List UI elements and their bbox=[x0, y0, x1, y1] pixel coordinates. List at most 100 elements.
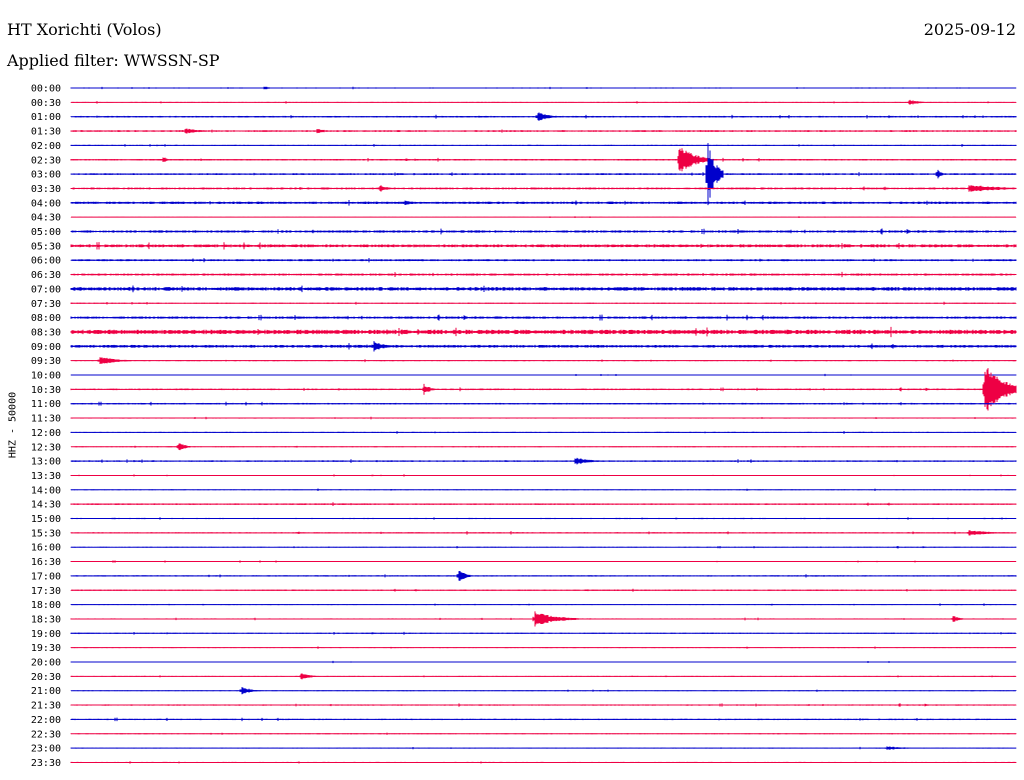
trace-2330 bbox=[70, 761, 1017, 764]
time-label-0730: 07:30 bbox=[31, 299, 61, 310]
time-label-1030: 10:30 bbox=[31, 385, 61, 396]
time-label-0100: 01:00 bbox=[31, 112, 61, 123]
time-label-2230: 22:30 bbox=[31, 729, 61, 740]
seismogram-traces bbox=[70, 86, 1017, 764]
trace-1200 bbox=[70, 430, 1017, 434]
time-label-2130: 21:30 bbox=[31, 701, 61, 712]
time-label-0300: 03:00 bbox=[31, 170, 61, 181]
trace-0600 bbox=[70, 258, 1017, 263]
trace-1100 bbox=[70, 401, 1017, 406]
trace-1830 bbox=[70, 611, 1017, 627]
trace-0130 bbox=[70, 128, 1017, 134]
time-label-2330: 23:30 bbox=[31, 758, 61, 769]
trace-0300 bbox=[70, 143, 1017, 206]
time-label-1500: 15:00 bbox=[31, 514, 61, 525]
time-labels: 00:00 00:30 01:00 01:30 02:00 02:30 03:00 03:30… bbox=[31, 84, 61, 769]
time-label-2000: 20:00 bbox=[31, 658, 61, 669]
trace-0700 bbox=[70, 285, 1017, 293]
trace-1730 bbox=[70, 588, 1017, 592]
time-label-2300: 23:00 bbox=[31, 744, 61, 755]
trace-1400 bbox=[70, 488, 1017, 492]
trace-1330 bbox=[70, 474, 1017, 477]
time-label-2030: 20:30 bbox=[31, 672, 61, 683]
time-label-1730: 17:30 bbox=[31, 586, 61, 597]
trace-2030 bbox=[70, 673, 1017, 680]
time-label-1330: 13:30 bbox=[31, 471, 61, 482]
trace-2130 bbox=[70, 703, 1017, 707]
trace-2100 bbox=[70, 687, 1017, 695]
trace-1930 bbox=[70, 646, 1017, 649]
time-label-0130: 01:30 bbox=[31, 127, 61, 138]
trace-1300 bbox=[70, 457, 1017, 465]
trace-1700 bbox=[70, 570, 1017, 581]
trace-1000 bbox=[70, 373, 1017, 377]
time-label-0500: 05:00 bbox=[31, 227, 61, 238]
time-label-0800: 08:00 bbox=[31, 313, 61, 324]
trace-2000 bbox=[70, 660, 1017, 664]
trace-0800 bbox=[70, 314, 1017, 321]
trace-0930 bbox=[70, 357, 1017, 365]
time-label-1930: 19:30 bbox=[31, 643, 61, 654]
time-label-1600: 16:00 bbox=[31, 543, 61, 554]
trace-1630 bbox=[70, 560, 1017, 563]
trace-1900 bbox=[70, 631, 1017, 635]
time-label-1400: 14:00 bbox=[31, 485, 61, 496]
time-label-0530: 05:30 bbox=[31, 241, 61, 252]
time-label-0330: 03:30 bbox=[31, 184, 61, 195]
time-label-1300: 13:00 bbox=[31, 457, 61, 468]
trace-0430 bbox=[70, 216, 1017, 219]
time-label-1100: 11:00 bbox=[31, 399, 61, 410]
trace-1030 bbox=[70, 368, 1017, 411]
time-label-0830: 08:30 bbox=[31, 327, 61, 338]
time-label-2100: 21:00 bbox=[31, 686, 61, 697]
trace-1500 bbox=[70, 517, 1017, 520]
trace-0000 bbox=[70, 86, 1017, 90]
time-label-0230: 02:30 bbox=[31, 155, 61, 166]
trace-1600 bbox=[70, 545, 1017, 549]
trace-0230 bbox=[70, 148, 1017, 172]
filter-label: Applied filter: WWSSN-SP bbox=[7, 51, 220, 70]
time-label-0700: 07:00 bbox=[31, 284, 61, 295]
time-label-1700: 17:00 bbox=[31, 571, 61, 582]
trace-1800 bbox=[70, 603, 1017, 606]
trace-1230 bbox=[70, 443, 1017, 451]
time-label-1900: 19:00 bbox=[31, 629, 61, 640]
time-label-0400: 04:00 bbox=[31, 198, 61, 209]
time-label-0000: 00:00 bbox=[31, 84, 61, 95]
trace-0630 bbox=[70, 271, 1017, 278]
time-label-0900: 09:00 bbox=[31, 342, 61, 353]
trace-0730 bbox=[70, 301, 1017, 305]
time-label-0200: 02:00 bbox=[31, 141, 61, 152]
time-label-1130: 11:30 bbox=[31, 414, 61, 425]
trace-0900 bbox=[70, 341, 1017, 352]
trace-0500 bbox=[70, 228, 1017, 235]
time-label-1000: 10:00 bbox=[31, 371, 61, 382]
trace-0200 bbox=[70, 143, 1017, 147]
time-label-1430: 14:30 bbox=[31, 500, 61, 511]
trace-0100 bbox=[70, 112, 1017, 121]
time-label-1630: 16:30 bbox=[31, 557, 61, 568]
date-label: 2025-09-12 bbox=[923, 20, 1016, 39]
trace-1130 bbox=[70, 416, 1017, 420]
trace-0530 bbox=[70, 242, 1017, 250]
trace-2300 bbox=[70, 746, 1017, 750]
time-label-0030: 00:30 bbox=[31, 98, 61, 109]
trace-2200 bbox=[70, 717, 1017, 722]
trace-0400 bbox=[70, 199, 1017, 206]
time-label-1230: 12:30 bbox=[31, 442, 61, 453]
trace-1530 bbox=[70, 530, 1017, 536]
time-label-1830: 18:30 bbox=[31, 614, 61, 625]
time-label-1800: 18:00 bbox=[31, 600, 61, 611]
station-title: HT Xorichti (Volos) bbox=[7, 20, 162, 39]
time-label-0630: 06:30 bbox=[31, 270, 61, 281]
time-label-1530: 15:30 bbox=[31, 528, 61, 539]
trace-0030 bbox=[70, 99, 1017, 105]
time-label-1200: 12:00 bbox=[31, 428, 61, 439]
trace-0330 bbox=[70, 185, 1017, 192]
trace-2230 bbox=[70, 732, 1017, 735]
time-label-2200: 22:00 bbox=[31, 715, 61, 726]
time-label-0930: 09:30 bbox=[31, 356, 61, 367]
trace-0830 bbox=[70, 326, 1017, 338]
time-label-0600: 06:00 bbox=[31, 256, 61, 267]
